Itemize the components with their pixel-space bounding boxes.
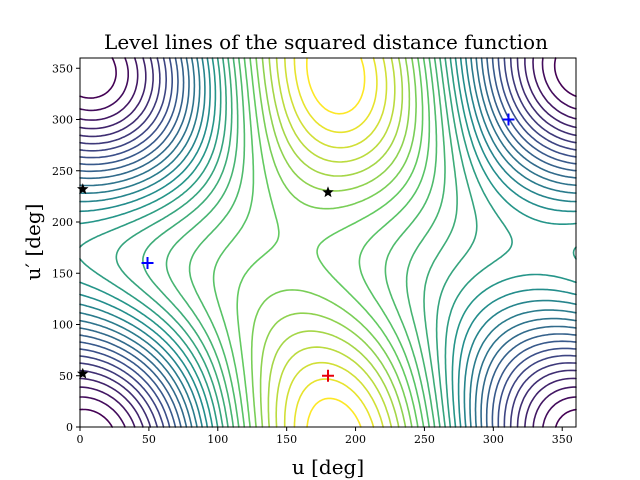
contour-level-19 <box>142 57 458 428</box>
contour-level-6 <box>79 57 577 428</box>
plot-frame <box>79 57 577 428</box>
y-tick-label: 300 <box>52 114 73 127</box>
marker-saddle-1 <box>322 186 334 198</box>
contour-level-4 <box>79 57 577 428</box>
contour-level-14 <box>79 57 577 428</box>
contour-lines <box>79 57 577 428</box>
contour-level-26 <box>267 57 404 428</box>
y-tick-label: 0 <box>66 421 73 434</box>
contour-level-5 <box>79 57 577 428</box>
marker-saddle-2 <box>77 183 89 195</box>
x-tick-label: 200 <box>345 433 366 446</box>
contour-level-15 <box>79 57 577 428</box>
contour-level-7 <box>79 57 577 428</box>
contour-level-2 <box>79 57 577 428</box>
contour-level-27 <box>275 57 396 428</box>
x-tick-label: 300 <box>483 433 504 446</box>
marker-saddle-3 <box>77 367 89 379</box>
contour-level-21 <box>188 57 438 428</box>
marker-local-min-2 <box>502 113 515 126</box>
y-axis-label: u′ [deg] <box>21 204 45 281</box>
y-tick-label: 250 <box>52 165 73 178</box>
contour-level-12 <box>79 57 577 428</box>
x-tick-label: 100 <box>207 433 228 446</box>
contour-level-3 <box>79 57 577 428</box>
x-axis-ticks: 0 50 100 150 200 250 300 350 <box>77 427 573 446</box>
contour-level-25 <box>259 57 411 428</box>
contour-level-20 <box>165 57 446 428</box>
contour-level-10 <box>79 57 577 428</box>
contour-level-23 <box>236 57 424 428</box>
markers-layer <box>77 113 515 382</box>
contour-level-17 <box>79 57 577 428</box>
y-axis-ticks: 0 50 100 150 200 250 300 350 <box>52 62 80 434</box>
y-tick-label: 100 <box>52 319 73 332</box>
x-axis-label: u [deg] <box>292 455 364 479</box>
contour-level-8 <box>79 57 577 428</box>
contour-level-13 <box>79 57 577 428</box>
y-tick-label: 350 <box>52 62 73 75</box>
x-tick-label: 150 <box>276 433 297 446</box>
x-tick-label: 350 <box>552 433 573 446</box>
marker-global-max <box>322 369 334 382</box>
x-tick-label: 250 <box>414 433 435 446</box>
contour-level-28 <box>283 57 388 428</box>
x-tick-label: 50 <box>142 433 156 446</box>
contour-level-18 <box>115 57 478 428</box>
y-tick-label: 200 <box>52 216 73 229</box>
contour-level-11 <box>79 57 577 428</box>
y-tick-label: 50 <box>59 370 73 383</box>
contour-level-29 <box>293 57 378 428</box>
x-tick-label: 0 <box>77 433 84 446</box>
contour-level-1 <box>79 57 577 428</box>
contour-level-9 <box>79 57 577 428</box>
y-tick-label: 150 <box>52 267 73 280</box>
contour-level-22 <box>212 57 431 428</box>
contour-level-24 <box>250 57 417 428</box>
contour-level-16 <box>79 57 577 428</box>
contour-level-30 <box>306 57 366 428</box>
chart-title: Level lines of the squared distance func… <box>104 30 548 54</box>
marker-local-min-1 <box>141 257 154 269</box>
